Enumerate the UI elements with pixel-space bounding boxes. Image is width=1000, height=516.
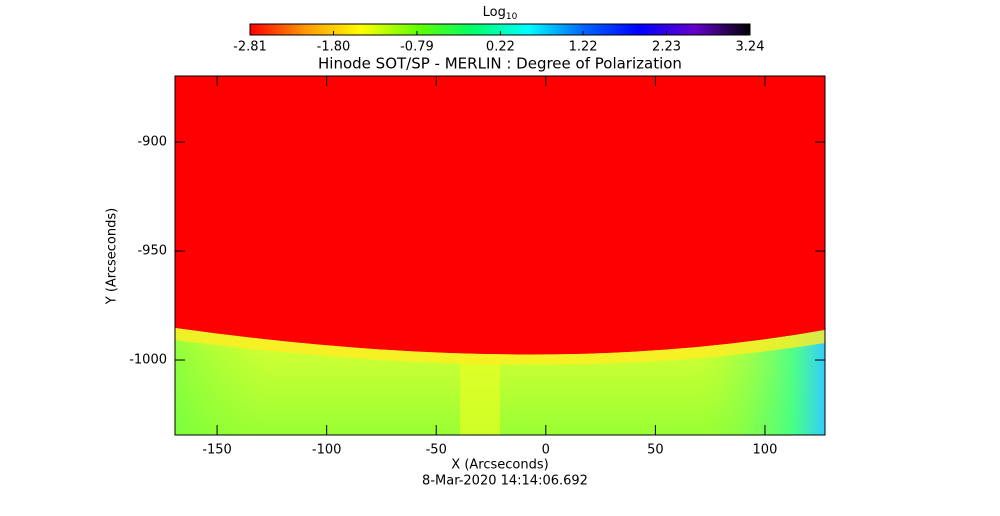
colorbar-tick-label: 0.22 [486,40,515,55]
colorbar-label-base: Log [483,5,506,20]
x-tick-label: -50 [426,443,447,458]
colorbar-tick-label: -1.80 [317,40,351,55]
colorbar-label: Log10 [483,5,518,22]
y-axis-label: Y (Arcseconds) [105,208,120,305]
colorbar-tick-label: -2.81 [233,40,267,55]
colorbar-label-subscript: 10 [506,12,518,22]
solar-image [175,76,825,435]
x-tick-label: -100 [312,443,342,458]
y-tick-label: -950 [137,244,167,259]
plot-frame [174,75,826,436]
x-tick-label: -150 [202,443,232,458]
colorbar-tick-label: 3.24 [736,40,765,55]
colorbar-tick-label: 2.23 [652,40,681,55]
chart-title: Hinode SOT/SP - MERLIN : Degree of Polar… [318,55,682,73]
y-tick-label: -900 [137,135,167,150]
y-tick-label: -1000 [129,353,167,368]
x-axis-label: X (Arcseconds) [451,458,548,473]
colorbar-tick-label: 1.22 [569,40,598,55]
x-tick-label: 100 [753,443,778,458]
colorbar-tick-label: -0.79 [400,40,434,55]
footer-date: 8-Mar-2020 14:14:06.692 [422,474,588,489]
x-tick-label: 0 [542,443,550,458]
x-tick-label: 50 [647,443,664,458]
